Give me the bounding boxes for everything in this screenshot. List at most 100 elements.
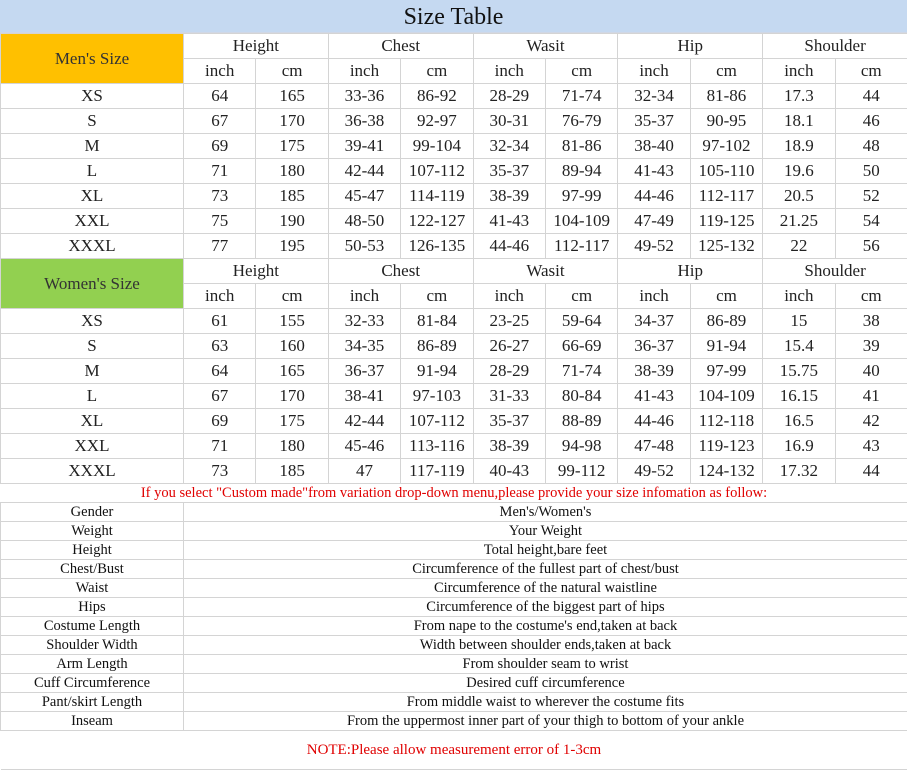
field-description: Width between shoulder ends,taken at bac… [184,636,907,655]
size-value: 75 [184,209,256,234]
group-header: Height [184,34,329,59]
size-value: 81-86 [690,84,762,109]
size-value: 38-39 [618,359,690,384]
unit-inch: inch [328,59,400,84]
size-name: XXXL [1,459,184,484]
size-name: S [1,334,184,359]
size-value: 47-49 [618,209,690,234]
size-value: 48 [835,134,907,159]
size-value: 71-74 [545,359,617,384]
size-value: 97-103 [401,384,473,409]
size-name: XXXL [1,234,184,259]
size-name: XS [1,84,184,109]
field-name: Weight [1,522,184,541]
unit-cm: cm [545,284,617,309]
size-value: 46 [835,109,907,134]
men-size-label: Men's Size [1,34,184,84]
size-value: 15.75 [763,359,835,384]
size-value: 80-84 [545,384,617,409]
size-value: 33-36 [328,84,400,109]
size-value: 23-25 [473,309,545,334]
size-value: 180 [256,159,328,184]
size-value: 88-89 [545,409,617,434]
unit-cm: cm [835,59,907,84]
size-value: 22 [763,234,835,259]
size-value: 71-74 [545,84,617,109]
size-value: 21.25 [763,209,835,234]
size-value: 39 [835,334,907,359]
size-value: 28-29 [473,84,545,109]
size-value: 38-39 [473,184,545,209]
group-header: Hip [618,34,763,59]
size-value: 18.9 [763,134,835,159]
size-value: 73 [184,184,256,209]
field-description: Desired cuff circumference [184,674,907,693]
field-description: Circumference of the natural waistline [184,579,907,598]
page-title: Size Table [0,0,907,33]
unit-inch: inch [618,284,690,309]
unit-inch: inch [618,59,690,84]
field-description: Men's/Women's [184,503,907,522]
size-value: 112-118 [690,409,762,434]
size-value: 90-95 [690,109,762,134]
size-value: 175 [256,134,328,159]
field-name: Gender [1,503,184,522]
size-value: 15 [763,309,835,334]
size-value: 86-89 [690,309,762,334]
size-value: 155 [256,309,328,334]
size-value: 113-116 [401,434,473,459]
size-value: 81-84 [401,309,473,334]
field-description: Total height,bare feet [184,541,907,560]
size-value: 30-31 [473,109,545,134]
size-value: 64 [184,84,256,109]
group-header: Chest [328,34,473,59]
custom-notice: If you select "Custom made"from variatio… [1,484,907,503]
size-value: 91-94 [401,359,473,384]
size-value: 112-117 [690,184,762,209]
size-value: 107-112 [401,409,473,434]
field-name: Costume Length [1,617,184,636]
size-value: 99-104 [401,134,473,159]
group-header: Shoulder [763,34,907,59]
field-description: From shoulder seam to wrist [184,655,907,674]
size-value: 195 [256,234,328,259]
size-value: 122-127 [401,209,473,234]
size-value: 18.1 [763,109,835,134]
size-value: 92-97 [401,109,473,134]
unit-cm: cm [835,284,907,309]
size-value: 56 [835,234,907,259]
size-value: 36-38 [328,109,400,134]
size-value: 165 [256,84,328,109]
size-value: 38-40 [618,134,690,159]
size-value: 89-94 [545,159,617,184]
field-description: Circumference of the biggest part of hip… [184,598,907,617]
size-value: 48-50 [328,209,400,234]
size-value: 97-102 [690,134,762,159]
size-value: 67 [184,384,256,409]
size-value: 59-64 [545,309,617,334]
size-value: 43 [835,434,907,459]
size-value: 126-135 [401,234,473,259]
size-value: 112-117 [545,234,617,259]
unit-inch: inch [763,284,835,309]
size-value: 32-34 [473,134,545,159]
size-value: 63 [184,334,256,359]
size-value: 38 [835,309,907,334]
